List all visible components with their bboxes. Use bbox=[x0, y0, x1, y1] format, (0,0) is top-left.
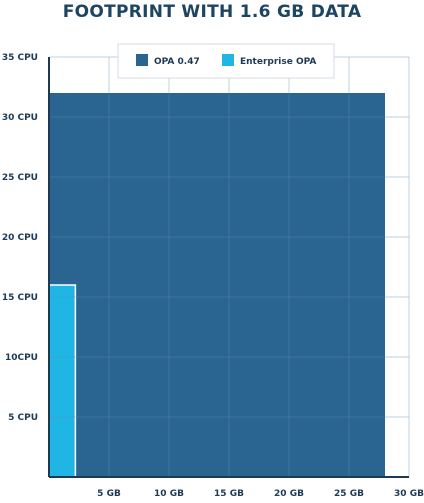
legend-swatch bbox=[136, 54, 148, 66]
legend-label: Enterprise OPA bbox=[240, 57, 316, 67]
area-opa-0-47 bbox=[49, 93, 385, 477]
y-tick-labels: 5 CPU 10CPU 15 CPU 20 CPU 25 CPU 30 CPU 35 CPU bbox=[2, 53, 38, 423]
x-tick-label: 5 GB bbox=[97, 489, 121, 499]
data-areas bbox=[48, 93, 385, 478]
legend: OPA 0.47 Enterprise OPA bbox=[117, 43, 335, 79]
x-tick-label: 10 GB bbox=[154, 489, 184, 499]
legend-swatch bbox=[222, 54, 234, 66]
x-tick-label: 30 GB bbox=[394, 489, 424, 499]
y-tick-label: 15 CPU bbox=[2, 293, 38, 303]
x-tick-label: 20 GB bbox=[274, 489, 304, 499]
axes bbox=[48, 57, 409, 478]
x-tick-label: 15 GB bbox=[214, 489, 244, 499]
y-tick-label: 10CPU bbox=[5, 353, 38, 363]
y-tick-label: 20 CPU bbox=[2, 233, 38, 243]
chart-title: FOOTPRINT WITH 1.6 GB DATA bbox=[62, 2, 362, 22]
gridlines bbox=[49, 56, 410, 477]
area-enterprise-opa bbox=[48, 284, 77, 478]
legend-label: OPA 0.47 bbox=[154, 57, 200, 67]
y-tick-label: 35 CPU bbox=[2, 53, 38, 63]
y-tick-label: 30 CPU bbox=[2, 113, 38, 123]
x-tick-label: 25 GB bbox=[334, 489, 364, 499]
y-tick-label: 5 CPU bbox=[8, 413, 38, 423]
y-tick-label: 25 CPU bbox=[2, 173, 38, 183]
x-tick-labels: 5 GB 10 GB 15 GB 20 GB 25 GB 30 GB bbox=[97, 489, 424, 499]
